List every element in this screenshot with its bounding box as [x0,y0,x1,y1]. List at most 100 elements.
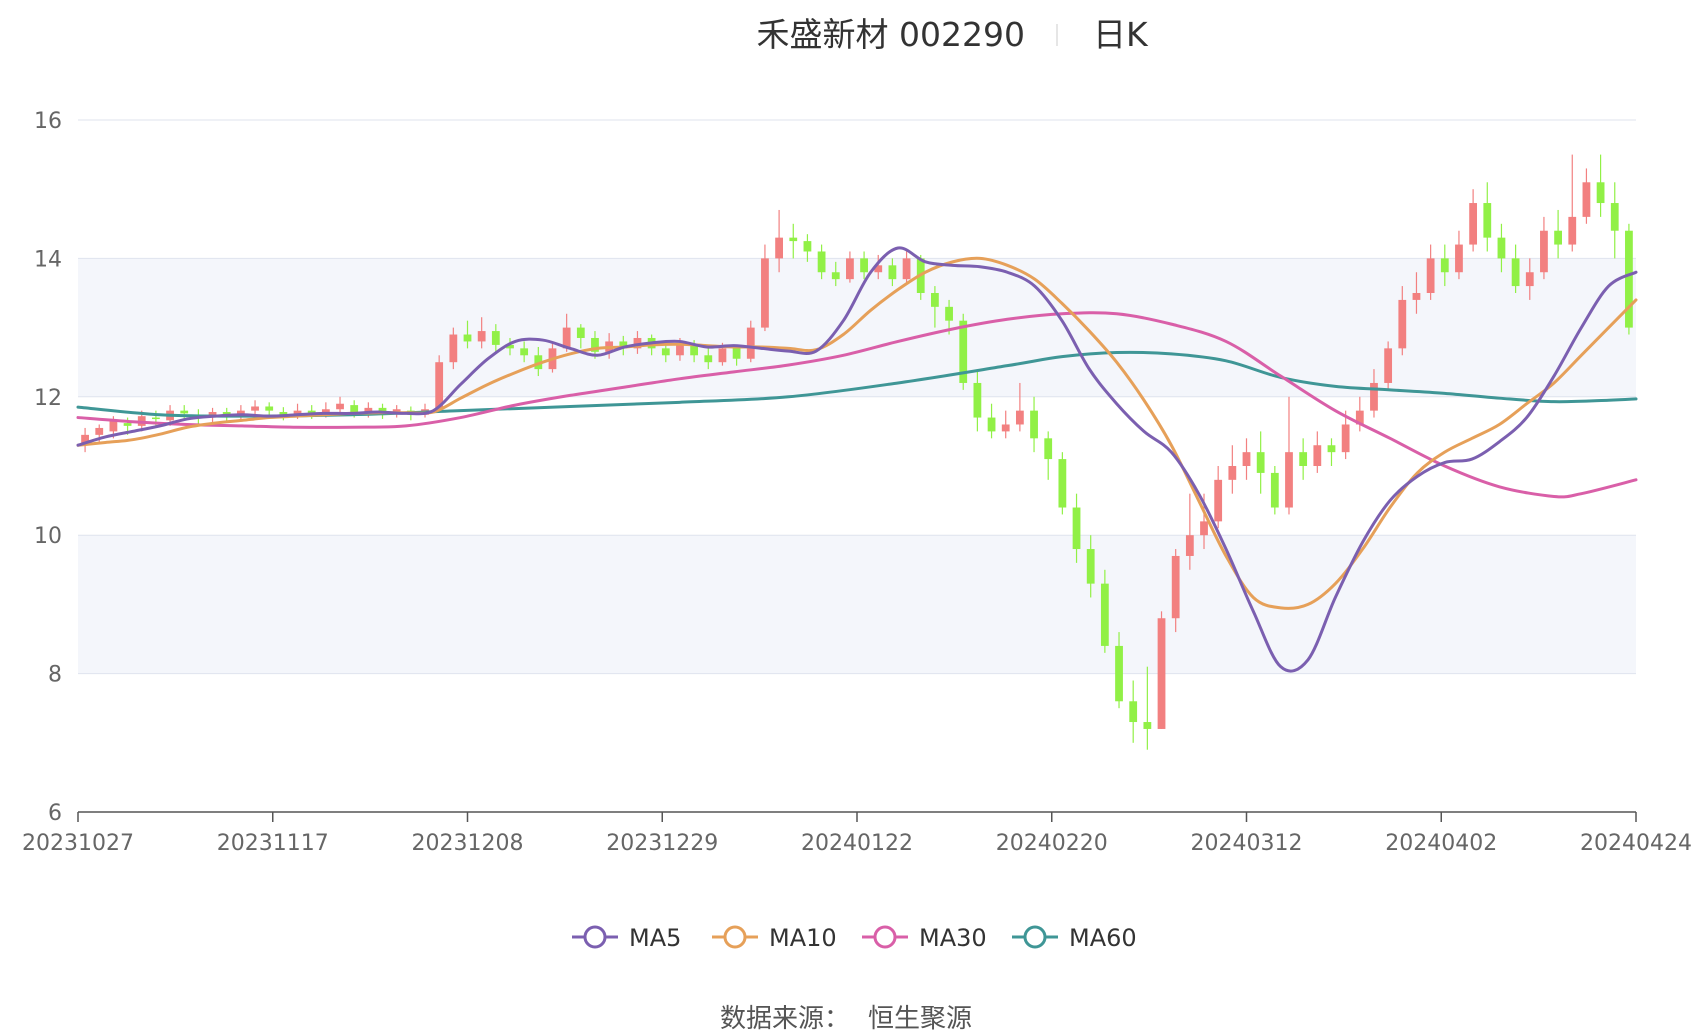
candle-body [1086,549,1095,584]
candle-body [1242,452,1251,466]
candle [902,251,911,283]
candle-body [1469,203,1478,245]
legend-label: MA30 [919,924,987,952]
candle [1285,396,1293,515]
candle [1440,244,1449,287]
y-tick-label: 12 [34,386,62,411]
legend-item-ma5[interactable]: MA5 [572,924,681,952]
candle [1370,369,1378,418]
candle [576,324,585,349]
legend-item-ma30[interactable]: MA30 [862,924,987,952]
candle-body [293,410,302,415]
candle [789,223,798,259]
candle-body [1540,230,1548,273]
candle-body [1270,472,1279,508]
candle [1568,154,1577,252]
stock-title: 禾盛新材 002290 [757,15,1025,54]
candle-body [1525,272,1534,287]
candle [746,320,755,363]
legend-item-ma10[interactable]: MA10 [712,924,837,952]
candle-body [1497,237,1506,259]
candle-body [265,406,274,411]
candle [1483,182,1492,252]
candle [1129,680,1138,743]
x-axis: 20231027 20231117 20231208 20231229 20240122… [22,811,1692,856]
candle-body [251,406,259,411]
candle [1582,168,1591,224]
candle-body [1355,410,1364,425]
candle-body [1072,507,1081,550]
candle [1412,272,1421,314]
candle-body [152,417,160,420]
candle [874,254,883,280]
candle [973,369,982,432]
candle-body [336,403,344,410]
candle [477,317,486,349]
candle [846,251,854,283]
candle-body [1582,182,1591,217]
candle-body [562,327,571,349]
candle-body [1115,645,1123,702]
candle-body [803,241,812,252]
ma-line-ma5 [76,246,1638,673]
candle [1185,493,1194,570]
candle-body [1299,452,1308,466]
candle [1058,452,1067,515]
candle-body [746,327,755,359]
candle-body [846,258,854,280]
candle-body [1015,410,1024,425]
y-tick-label: 14 [34,247,62,272]
candle [1299,438,1308,480]
candle [1214,466,1223,529]
candle [562,313,571,352]
candle-body [959,320,968,383]
candle-body [1568,216,1577,245]
candle-body [591,337,599,352]
candle-body [81,434,89,446]
period-title: 日K [1093,15,1149,54]
candle-body [1157,618,1166,729]
candle-body [973,382,982,418]
candle [1157,611,1166,729]
candle [1455,230,1463,280]
legend[interactable]: MA5 MA10 MA30 MA60 [572,924,1137,952]
grid-band [78,258,1636,397]
candle-body [350,405,359,413]
legend-item-ma60[interactable]: MA60 [1012,924,1137,952]
candle-body [1001,424,1010,432]
candle-body [1511,258,1520,287]
candle-body [279,412,288,415]
candle-body [1313,445,1322,466]
candle-body [1370,382,1378,411]
candle-body [1030,410,1038,439]
x-tick-label: 20240424 [1580,831,1692,856]
candle [520,341,529,363]
candle-body [180,410,189,414]
x-tick-label: 20240312 [1191,831,1303,856]
source-label: 数据来源： [720,1004,850,1034]
candle-body [888,265,897,280]
candle [1625,223,1633,335]
candle-body [1100,583,1109,646]
candle-body [109,421,118,432]
candle [1030,396,1038,453]
candle-body [307,410,316,414]
candle [336,396,344,415]
candle-body [435,362,444,410]
candle [1072,493,1081,563]
candle-body [321,409,330,414]
candle-body [704,355,713,363]
candle-body [506,344,514,349]
candle [1001,410,1010,439]
candle [1115,632,1123,709]
candle-body [1200,521,1208,536]
candle [1596,154,1605,217]
candle [761,244,769,332]
legend-marker [873,925,897,949]
candle-body [1412,293,1421,300]
candle [1015,382,1024,432]
candle-body [775,237,783,259]
candle [1086,535,1095,598]
candle [1525,258,1534,300]
candle-body [1483,203,1492,238]
